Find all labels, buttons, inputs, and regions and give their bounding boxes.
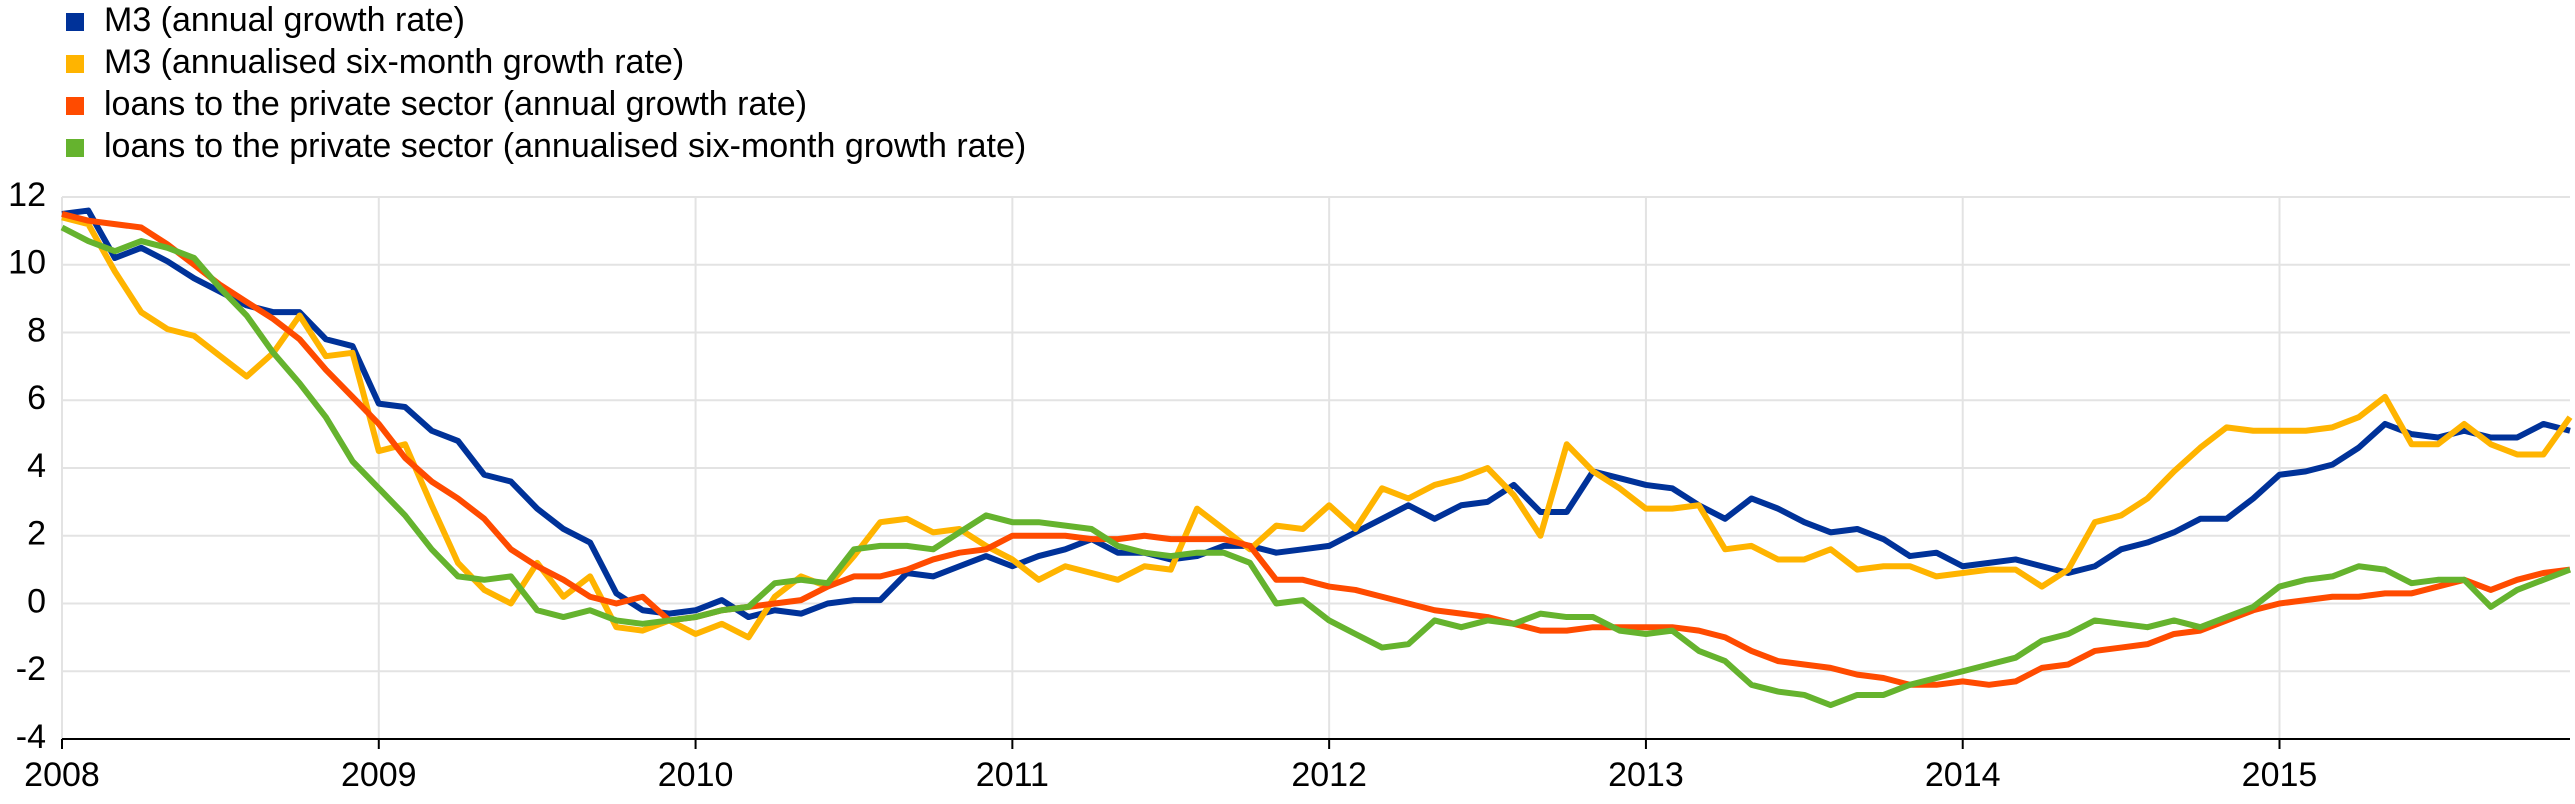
y-tick-label: 2	[27, 515, 46, 553]
y-tick-label: 6	[27, 379, 46, 417]
y-tick-label: 4	[27, 447, 46, 485]
x-tick-label: 2011	[976, 756, 1049, 794]
y-tick-label: -4	[16, 718, 46, 756]
y-tick-label: 12	[8, 176, 46, 214]
x-tick-label: 2015	[2242, 756, 2318, 794]
series-line	[61, 214, 2573, 641]
legend-swatch	[66, 97, 84, 115]
x-tick-label: 2008	[24, 756, 100, 794]
y-tick-label: -2	[16, 650, 46, 688]
series-line	[61, 207, 2571, 621]
x-tick-label: 2010	[658, 756, 734, 794]
legend-swatch	[66, 139, 84, 157]
legend-label: loans to the private sector (annual grow…	[104, 85, 807, 123]
x-tick-label: 2013	[1608, 756, 1684, 794]
x-tick-label: 2012	[1291, 756, 1367, 794]
legend-label: M3 (annualised six-month growth rate)	[104, 43, 684, 81]
y-tick-label: 8	[27, 311, 46, 349]
y-tick-label: 0	[27, 582, 46, 620]
legend-swatch	[66, 13, 84, 31]
y-tick-label: 10	[8, 244, 46, 282]
legend-swatch	[66, 55, 84, 73]
legend-label: M3 (annual growth rate)	[104, 1, 465, 39]
x-tick-label: 2014	[1925, 756, 2001, 794]
series-line	[61, 211, 2571, 688]
legend-label: loans to the private sector (annualised …	[104, 127, 1026, 165]
x-tick-label: 2009	[341, 756, 417, 794]
series-line	[60, 224, 2572, 709]
